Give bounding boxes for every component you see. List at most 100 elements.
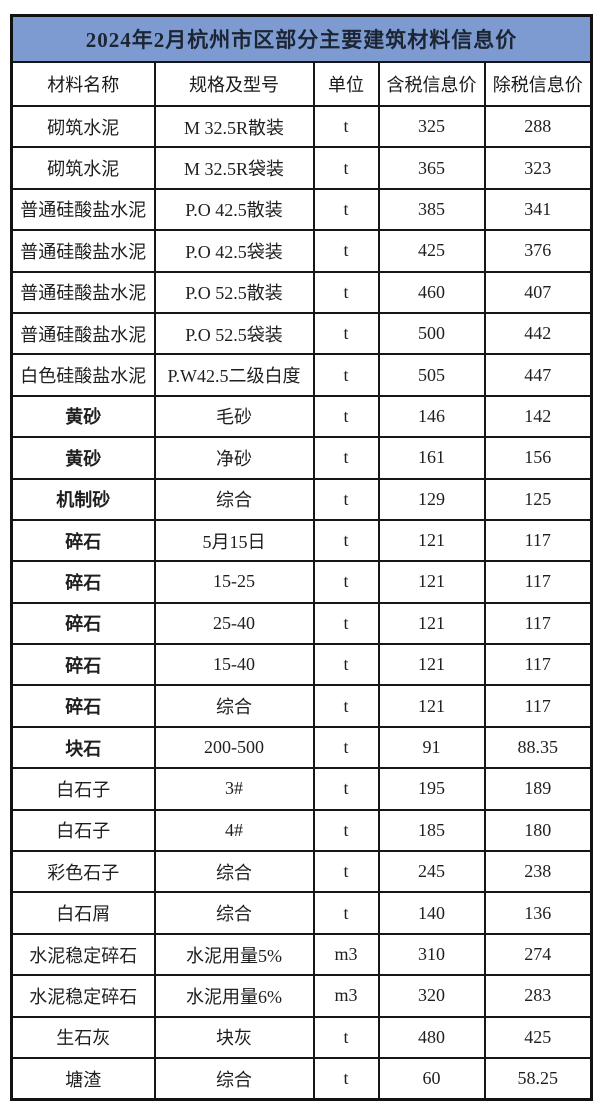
price-without-tax-cell: 376 xyxy=(483,229,593,273)
unit-cell: t xyxy=(312,394,380,439)
table-row: 生石灰 块灰 t 480 425 xyxy=(10,1015,593,1059)
material-name-cell: 碎石 xyxy=(10,684,156,728)
price-with-tax-cell: 310 xyxy=(377,932,486,977)
price-with-tax-cell: 460 xyxy=(377,270,486,314)
material-name-cell: 白石子 xyxy=(10,767,156,811)
table-row: 碎石 25-40 t 121 117 xyxy=(10,601,593,646)
price-with-tax-cell: 245 xyxy=(377,850,486,894)
price-with-tax-cell: 325 xyxy=(377,104,486,149)
unit-cell: t xyxy=(312,518,380,563)
spec-model-cell: 15-25 xyxy=(153,560,315,604)
material-name-cell: 普通硅酸盐水泥 xyxy=(10,311,156,356)
unit-cell: t xyxy=(312,229,380,273)
spec-model-cell: P.O 52.5袋装 xyxy=(153,311,315,356)
table-row: 水泥稳定碎石 水泥用量5% m3 310 274 xyxy=(10,932,593,977)
spec-model-cell: P.O 42.5袋装 xyxy=(153,229,315,273)
unit-cell: t xyxy=(312,684,380,728)
material-name-cell: 碎石 xyxy=(10,560,156,604)
unit-cell: t xyxy=(312,187,380,232)
unit-cell: t xyxy=(312,850,380,894)
material-name-cell: 彩色石子 xyxy=(10,850,156,894)
price-with-tax-cell: 129 xyxy=(377,477,486,521)
unit-cell: t xyxy=(312,891,380,935)
spec-model-cell: 块灰 xyxy=(153,1015,315,1059)
material-name-cell: 白色硅酸盐水泥 xyxy=(10,353,156,397)
price-with-tax-cell: 91 xyxy=(377,725,486,770)
table-row: 砌筑水泥 M 32.5R散装 t 325 288 xyxy=(10,104,593,149)
table-row: 砌筑水泥 M 32.5R袋装 t 365 323 xyxy=(10,146,593,190)
material-name-cell: 水泥稳定碎石 xyxy=(10,974,156,1018)
material-name-cell: 白石屑 xyxy=(10,891,156,935)
price-without-tax-cell: 117 xyxy=(483,560,593,604)
column-header-unit: 单位 xyxy=(312,61,380,107)
spec-model-cell: 200-500 xyxy=(153,725,315,770)
spec-model-cell: 综合 xyxy=(153,684,315,728)
table-row: 块石 200-500 t 91 88.35 xyxy=(10,725,593,770)
spec-model-cell: 综合 xyxy=(153,891,315,935)
price-without-tax-cell: 142 xyxy=(483,394,593,439)
unit-cell: t xyxy=(312,601,380,646)
table-row: 普通硅酸盐水泥 P.O 42.5袋装 t 425 376 xyxy=(10,229,593,273)
table-row: 碎石 综合 t 121 117 xyxy=(10,684,593,728)
material-name-cell: 黄砂 xyxy=(10,436,156,480)
spec-model-cell: 25-40 xyxy=(153,601,315,646)
table-row: 白石屑 综合 t 140 136 xyxy=(10,891,593,935)
material-name-cell: 塘渣 xyxy=(10,1056,156,1101)
material-name-cell: 块石 xyxy=(10,725,156,770)
price-with-tax-cell: 121 xyxy=(377,643,486,687)
unit-cell: t xyxy=(312,477,380,521)
price-without-tax-cell: 88.35 xyxy=(483,725,593,770)
price-with-tax-cell: 425 xyxy=(377,229,486,273)
price-without-tax-cell: 341 xyxy=(483,187,593,232)
spec-model-cell: 综合 xyxy=(153,850,315,894)
spec-model-cell: 毛砂 xyxy=(153,394,315,439)
price-without-tax-cell: 189 xyxy=(483,767,593,811)
price-without-tax-cell: 407 xyxy=(483,270,593,314)
table-body: 砌筑水泥 M 32.5R散装 t 325 288 砌筑水泥 M 32.5R袋装 t 365 323… xyxy=(10,104,593,1101)
table-title: 2024年2月杭州市区部分主要建筑材料信息价 xyxy=(10,14,593,63)
price-with-tax-cell: 480 xyxy=(377,1015,486,1059)
spec-model-cell: 综合 xyxy=(153,1056,315,1101)
unit-cell: t xyxy=(312,1015,380,1059)
spec-model-cell: 综合 xyxy=(153,477,315,521)
spec-model-cell: 3# xyxy=(153,767,315,811)
unit-cell: t xyxy=(312,270,380,314)
price-with-tax-cell: 365 xyxy=(377,146,486,190)
price-without-tax-cell: 425 xyxy=(483,1015,593,1059)
unit-cell: m3 xyxy=(312,932,380,977)
spec-model-cell: 15-40 xyxy=(153,643,315,687)
price-table-container: 2024年2月杭州市区部分主要建筑材料信息价 材料名称 规格及型号 单位 含税信… xyxy=(10,14,594,1102)
price-without-tax-cell: 442 xyxy=(483,311,593,356)
price-with-tax-cell: 195 xyxy=(377,767,486,811)
material-name-cell: 机制砂 xyxy=(10,477,156,521)
price-with-tax-cell: 121 xyxy=(377,684,486,728)
table-row: 碎石 15-40 t 121 117 xyxy=(10,643,593,687)
spec-model-cell: 水泥用量5% xyxy=(153,932,315,977)
price-with-tax-cell: 146 xyxy=(377,394,486,439)
price-without-tax-cell: 447 xyxy=(483,353,593,397)
spec-model-cell: M 32.5R散装 xyxy=(153,104,315,149)
price-with-tax-cell: 500 xyxy=(377,311,486,356)
price-without-tax-cell: 288 xyxy=(483,104,593,149)
material-name-cell: 普通硅酸盐水泥 xyxy=(10,187,156,232)
price-with-tax-cell: 161 xyxy=(377,436,486,480)
price-with-tax-cell: 121 xyxy=(377,518,486,563)
material-name-cell: 普通硅酸盐水泥 xyxy=(10,270,156,314)
material-name-cell: 白石子 xyxy=(10,808,156,853)
price-without-tax-cell: 117 xyxy=(483,601,593,646)
material-name-cell: 碎石 xyxy=(10,518,156,563)
price-without-tax-cell: 283 xyxy=(483,974,593,1018)
price-without-tax-cell: 274 xyxy=(483,932,593,977)
material-name-cell: 砌筑水泥 xyxy=(10,104,156,149)
table-row: 普通硅酸盐水泥 P.O 42.5散装 t 385 341 xyxy=(10,187,593,232)
unit-cell: t xyxy=(312,436,380,480)
material-name-cell: 普通硅酸盐水泥 xyxy=(10,229,156,273)
column-header-material-name: 材料名称 xyxy=(10,61,156,107)
table-row: 普通硅酸盐水泥 P.O 52.5袋装 t 500 442 xyxy=(10,311,593,356)
price-with-tax-cell: 185 xyxy=(377,808,486,853)
spec-model-cell: P.O 42.5散装 xyxy=(153,187,315,232)
table-row: 机制砂 综合 t 129 125 xyxy=(10,477,593,521)
material-name-cell: 砌筑水泥 xyxy=(10,146,156,190)
price-without-tax-cell: 117 xyxy=(483,684,593,728)
price-with-tax-cell: 140 xyxy=(377,891,486,935)
